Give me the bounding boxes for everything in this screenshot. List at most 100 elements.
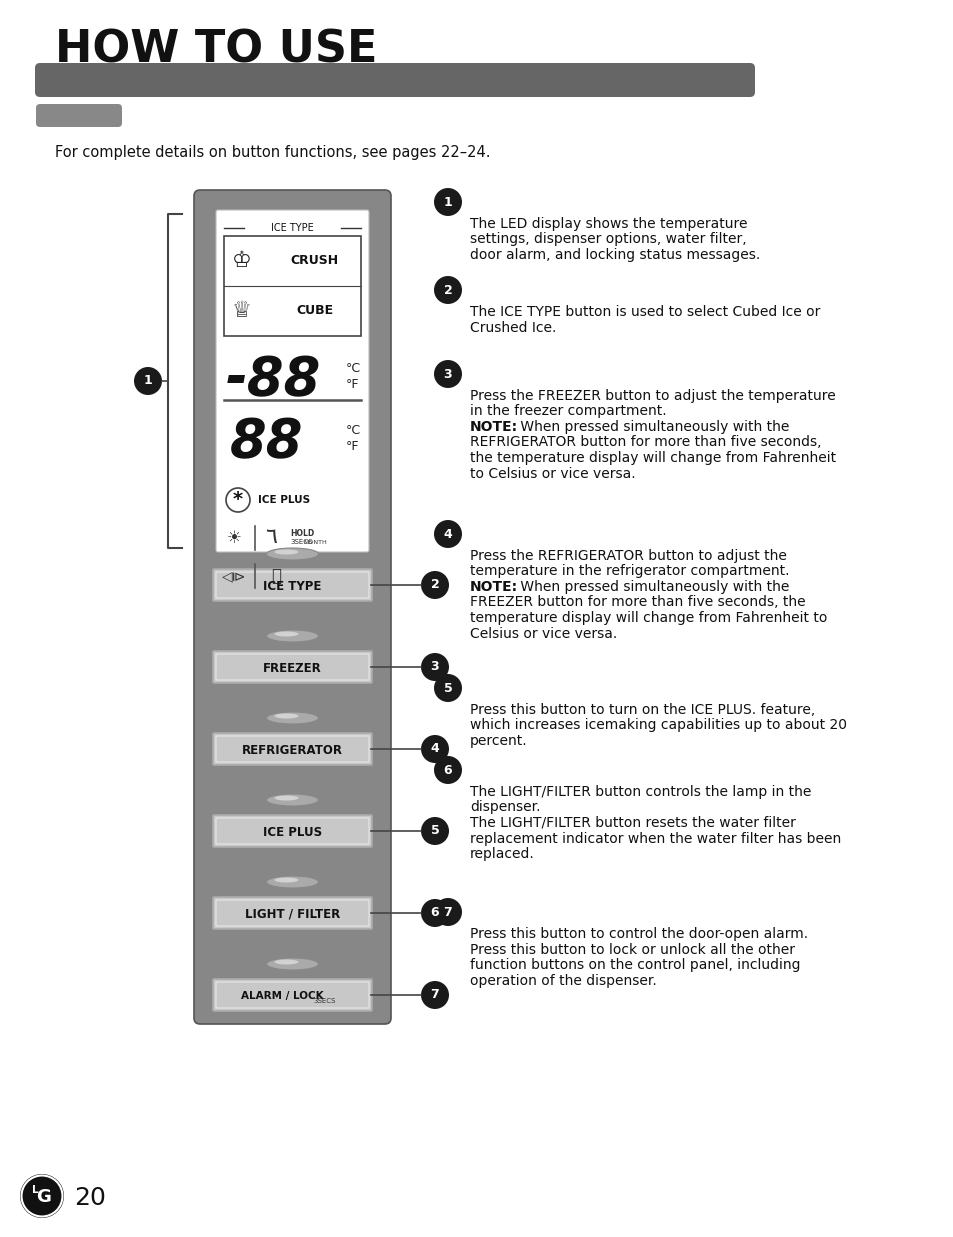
Circle shape [20,1174,64,1218]
Text: Press this button to turn on the ICE PLUS. feature,: Press this button to turn on the ICE PLU… [470,703,815,717]
FancyBboxPatch shape [213,897,372,929]
Text: HOW TO USE: HOW TO USE [55,28,377,72]
FancyBboxPatch shape [36,104,122,127]
Text: 1: 1 [144,375,152,387]
FancyBboxPatch shape [213,569,372,601]
Text: Celsius or vice versa.: Celsius or vice versa. [470,626,617,641]
Text: ☀: ☀ [226,529,241,547]
Circle shape [420,816,449,845]
Text: °C: °C [345,423,360,437]
Text: °C: °C [345,361,360,375]
Text: °F: °F [346,439,359,453]
Text: CRUSH: CRUSH [291,255,338,267]
Ellipse shape [266,876,318,888]
Text: ICE PLUS: ICE PLUS [257,495,310,505]
FancyBboxPatch shape [224,236,360,336]
FancyBboxPatch shape [193,190,391,1024]
Text: 7: 7 [430,988,439,1002]
FancyBboxPatch shape [213,651,372,683]
Text: ICE TYPE: ICE TYPE [271,223,314,233]
Text: 7: 7 [443,905,452,919]
Text: which increases icemaking capabilities up to about 20: which increases icemaking capabilities u… [470,719,846,732]
Text: replacement indicator when the water filter has been: replacement indicator when the water fil… [470,831,841,846]
Text: 5: 5 [430,825,439,837]
FancyBboxPatch shape [35,63,754,96]
Text: G: G [36,1188,51,1206]
Ellipse shape [266,957,318,970]
Text: 6: 6 [430,907,438,919]
Text: LIGHT / FILTER: LIGHT / FILTER [245,908,340,920]
Text: REFRIGERATOR button for more than five seconds,: REFRIGERATOR button for more than five s… [470,435,821,449]
FancyBboxPatch shape [213,815,372,847]
Circle shape [434,674,461,703]
Text: 2: 2 [430,579,439,591]
Text: temperature in the refrigerator compartment.: temperature in the refrigerator compartm… [470,564,789,579]
FancyBboxPatch shape [213,978,372,1011]
Text: ٦: ٦ [265,527,276,547]
Circle shape [434,520,461,548]
Text: 3: 3 [430,661,438,673]
Ellipse shape [274,795,298,800]
Ellipse shape [266,794,318,807]
Text: The ICE TYPE button is used to select Cubed Ice or: The ICE TYPE button is used to select Cu… [470,306,820,319]
Ellipse shape [274,549,298,554]
Text: 4: 4 [430,742,439,756]
Text: 3SECS: 3SECS [313,998,335,1004]
Text: ◁⧐: ◁⧐ [221,569,246,583]
Text: NOTE:: NOTE: [470,421,517,434]
Text: 6: 6 [443,763,452,777]
FancyBboxPatch shape [215,210,369,552]
Text: HOLD: HOLD [290,528,314,538]
Text: Press the REFRIGERATOR button to adjust the: Press the REFRIGERATOR button to adjust … [470,549,786,563]
Text: to Celsius or vice versa.: to Celsius or vice versa. [470,466,635,480]
Text: replaced.: replaced. [470,847,535,861]
Text: operation of the dispenser.: operation of the dispenser. [470,974,656,987]
Text: the temperature display will change from Fahrenheit: the temperature display will change from… [470,452,835,465]
Text: in the freezer compartment.: in the freezer compartment. [470,404,666,418]
Circle shape [434,276,461,304]
Text: 88: 88 [230,416,303,468]
Circle shape [133,367,162,395]
Text: 20: 20 [74,1186,106,1210]
Circle shape [434,898,461,927]
Text: ICE PLUS: ICE PLUS [263,825,322,839]
Circle shape [420,735,449,763]
Text: ♔: ♔ [232,251,252,271]
Text: When pressed simultaneously with the: When pressed simultaneously with the [516,421,788,434]
Text: dispenser.: dispenser. [470,800,540,814]
Text: 3: 3 [443,367,452,381]
Text: °F: °F [346,377,359,391]
Circle shape [434,756,461,784]
Circle shape [420,981,449,1009]
Text: Crushed Ice.: Crushed Ice. [470,320,556,334]
Text: The LIGHT/FILTER button resets the water filter: The LIGHT/FILTER button resets the water… [470,816,795,830]
Text: ICE TYPE: ICE TYPE [263,579,321,593]
Text: door alarm, and locking status messages.: door alarm, and locking status messages. [470,247,760,262]
Ellipse shape [274,960,298,965]
Text: temperature display will change from Fahrenheit to: temperature display will change from Fah… [470,611,826,625]
Ellipse shape [266,548,318,560]
Text: FREEZER: FREEZER [263,662,321,674]
Text: 4: 4 [443,527,452,541]
Text: MONTH: MONTH [303,539,327,544]
Ellipse shape [266,630,318,642]
Text: 1: 1 [443,195,452,209]
Text: *: * [233,491,243,510]
Text: 🔒: 🔒 [271,567,281,585]
Circle shape [434,188,461,216]
Text: Press this button to control the door-open alarm.: Press this button to control the door-op… [470,927,807,941]
FancyBboxPatch shape [213,734,372,764]
Text: settings, dispenser options, water filter,: settings, dispenser options, water filte… [470,233,746,246]
Text: Press the FREEZER button to adjust the temperature: Press the FREEZER button to adjust the t… [470,388,835,403]
Text: The LIGHT/FILTER button controls the lamp in the: The LIGHT/FILTER button controls the lam… [470,785,810,799]
Ellipse shape [274,714,298,719]
Circle shape [434,360,461,388]
Circle shape [420,571,449,599]
Text: ALARM / LOCK: ALARM / LOCK [241,991,323,1001]
Text: 3SECS: 3SECS [290,539,312,546]
Text: 5: 5 [443,682,452,694]
Text: CUBE: CUBE [296,304,333,318]
Text: ♕: ♕ [232,301,252,320]
Text: Press this button to lock or unlock all the other: Press this button to lock or unlock all … [470,943,794,956]
Text: REFRIGERATOR: REFRIGERATOR [242,743,343,757]
